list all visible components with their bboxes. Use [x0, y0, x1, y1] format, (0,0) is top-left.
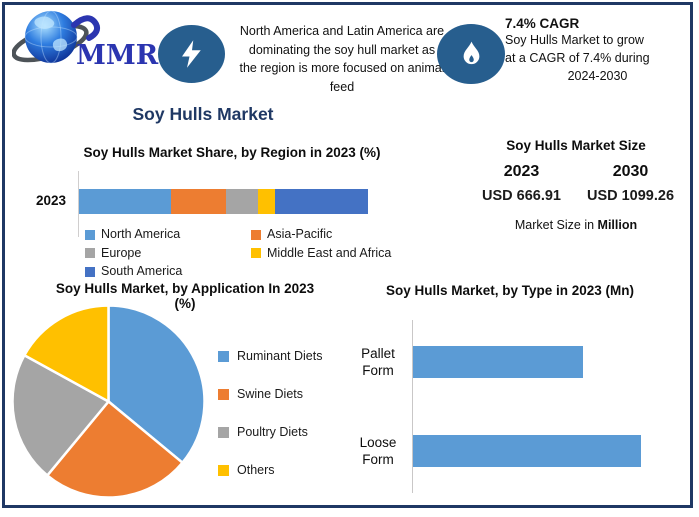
- legend-label: North America: [101, 227, 181, 241]
- cagr-line: at a CAGR of 7.4% during: [505, 51, 650, 65]
- type-chart-title: Soy Hulls Market, by Type in 2023 (Mn): [385, 283, 635, 298]
- legend-item-swine-diets: Swine Diets: [218, 387, 322, 402]
- logo-text: MMR: [76, 40, 159, 71]
- callout-cagr: 7.4% CAGR Soy Hulls Market to grow at a …: [505, 16, 690, 85]
- pallet-form-bar: [413, 346, 584, 379]
- callout1-line: the region is more focused on animal: [239, 61, 445, 75]
- legend-label: Asia-Pacific: [267, 227, 333, 241]
- infographic-frame: MMR North America and Latin America are …: [2, 2, 693, 508]
- region-legend: North America Asia-Pacific Europe Middle…: [85, 227, 395, 279]
- value-2030: USD 1099.26: [586, 188, 675, 204]
- region-stacked-bar: [79, 189, 368, 214]
- legend-label: Others: [237, 463, 275, 477]
- pie-slice-poultry-diets: [11, 354, 110, 477]
- legend-item-ruminant-diets: Ruminant Diets: [218, 349, 322, 364]
- legend-item-asia-pacific: Asia-Pacific: [251, 227, 395, 242]
- legend-item-europe: Europe: [85, 246, 251, 261]
- callout1-line: North America and Latin America are: [239, 24, 445, 38]
- market-size-title: Soy Hulls Market Size: [506, 138, 646, 153]
- legend-marker: [251, 248, 261, 258]
- region-chart-axis: [78, 171, 79, 237]
- legend-marker: [85, 229, 95, 240]
- cagr-heading: 7.4% CAGR: [505, 16, 580, 31]
- application-pie-chart: [11, 304, 206, 499]
- market-size-years: 2023 2030: [467, 163, 685, 181]
- legend-item-north-america: North America: [85, 227, 251, 242]
- caption-emphasis: Million: [597, 218, 638, 232]
- region-segment-south-america: [275, 189, 368, 214]
- legend-marker: [85, 266, 95, 277]
- type-category-label: Loose Form: [359, 434, 397, 467]
- legend-marker: [85, 248, 95, 258]
- region-segment-asia-pacific: [171, 189, 227, 214]
- mmr-logo: MMR: [11, 7, 164, 71]
- page-title: Soy Hulls Market: [132, 104, 274, 124]
- year-2030: 2030: [612, 163, 649, 180]
- legend-item-poultry-diets: Poultry Diets: [218, 425, 322, 440]
- globe-logo-icon: MMR: [11, 10, 159, 71]
- market-size-panel: Soy Hulls Market Size 2023 2030 USD 666.…: [467, 138, 685, 232]
- pie-slice-swine-diets: [46, 400, 184, 499]
- caption-prefix: Market Size in: [514, 218, 598, 232]
- region-segment-middle-east-and-africa: [258, 189, 276, 214]
- legend-label: Europe: [101, 245, 142, 260]
- market-size-caption: Market Size in Million: [467, 218, 685, 232]
- legend-label: Middle East and Africa: [267, 245, 392, 260]
- type-chart-axis: [412, 320, 413, 493]
- legend-marker: [218, 427, 229, 438]
- cagr-line: 2024-2030: [567, 69, 628, 83]
- callout1-line: feed: [329, 79, 355, 94]
- legend-label: Poultry Diets: [237, 425, 308, 439]
- legend-label: Swine Diets: [237, 387, 303, 401]
- legend-marker: [251, 229, 261, 240]
- region-category-label: 2023: [35, 193, 67, 208]
- lightning-icon: [158, 25, 225, 83]
- value-2023: USD 666.91: [482, 188, 561, 204]
- flame-icon: [437, 24, 505, 84]
- legend-item-middle-east-africa: Middle East and Africa: [251, 246, 395, 261]
- type-category-label: Pallet Form: [361, 346, 395, 379]
- region-chart-title: Soy Hulls Market Share, by Region in 202…: [83, 145, 381, 160]
- year-2023: 2023: [503, 163, 540, 180]
- callout-north-america: North America and Latin America are domi…: [227, 22, 457, 96]
- market-size-values: USD 666.91 USD 1099.26: [467, 188, 685, 204]
- application-chart-title: Soy Hulls Market, by Application In 2023…: [55, 281, 315, 311]
- loose-form-bar: [413, 434, 641, 467]
- legend-marker: [218, 351, 229, 362]
- pie-slice-others: [23, 304, 110, 403]
- cagr-line: Soy Hulls Market to grow: [505, 33, 644, 47]
- legend-item-others: Others: [218, 463, 322, 478]
- legend-label: South America: [101, 264, 183, 278]
- application-legend: Ruminant Diets Swine Diets Poultry Diets…: [218, 349, 322, 478]
- legend-label: Ruminant Diets: [237, 349, 323, 363]
- region-segment-north-america: [79, 189, 172, 214]
- callout1-line: dominating the soy hull market as: [248, 42, 436, 57]
- legend-marker: [218, 465, 229, 476]
- region-segment-europe: [226, 189, 259, 214]
- legend-item-south-america: South America: [85, 264, 251, 279]
- legend-marker: [218, 389, 229, 400]
- pie-slice-ruminant-diets: [107, 304, 206, 464]
- type-row-loose-form: Loose Form: [349, 434, 641, 468]
- type-row-pallet-form: Pallet Form: [349, 345, 641, 379]
- type-bar-chart: Pallet Form Loose Form: [349, 318, 641, 495]
